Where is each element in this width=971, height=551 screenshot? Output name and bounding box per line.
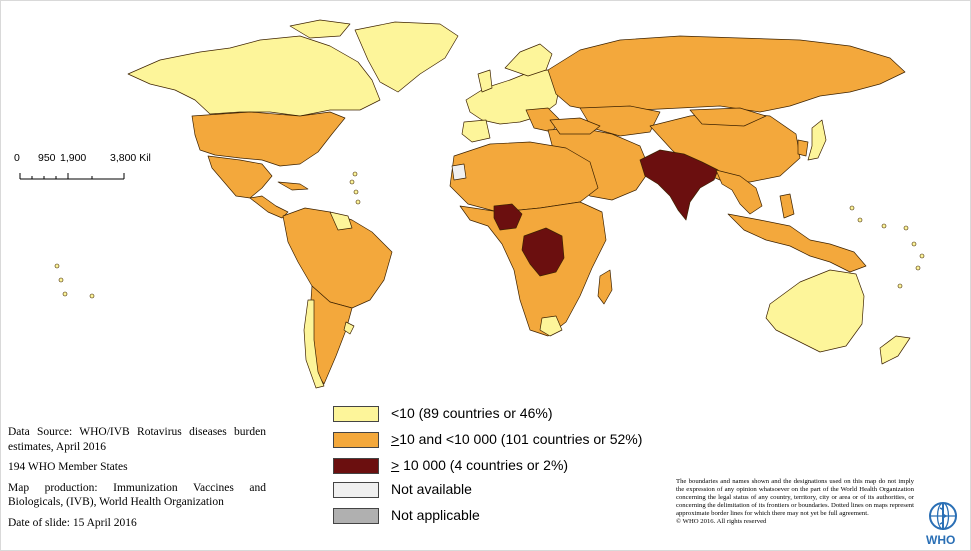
indonesia (727, 213, 867, 273)
member-states-text: 194 WHO Member States (8, 461, 128, 473)
legend-label-not-applicable: Not applicable (391, 507, 480, 523)
southeast-asia (715, 169, 763, 215)
nigeria (493, 203, 523, 231)
world-map (54, 19, 925, 389)
scale-label-1900: 1,900 (60, 152, 87, 164)
central-america (249, 195, 289, 219)
mongolia (689, 107, 767, 127)
scale-bar-ticks (19, 173, 125, 180)
disclaimer-text: The boundaries and names shown and the d… (676, 478, 914, 518)
copyright-text: © WHO 2016. All rights reserved (676, 518, 767, 526)
southern-africa (539, 315, 563, 337)
data-source-text: Data Source: WHO/IVB Rotavirus diseases … (8, 426, 266, 453)
cuba (277, 181, 309, 191)
scale-label-950: 950 (38, 152, 56, 164)
legend-swatch-not-available (333, 482, 379, 498)
turkey-caucasus (549, 117, 601, 135)
north-africa (449, 141, 599, 213)
philippines (779, 193, 795, 219)
greenland (354, 21, 459, 93)
west-central-africa (459, 201, 607, 337)
uruguay (343, 321, 355, 335)
legend-swatch-high (333, 458, 379, 474)
map-info: Data Source: WHO/IVB Rotavirus diseases … (8, 425, 266, 536)
scale-label-0: 0 (14, 152, 20, 164)
legend-swatch-not-applicable (333, 508, 379, 524)
chile (303, 299, 325, 389)
russia (547, 35, 906, 113)
japan (807, 119, 827, 161)
korea (797, 139, 809, 157)
guyana-region (329, 211, 353, 231)
western-sahara (451, 163, 467, 181)
legend-label-mid: >10 and <10 000 (101 countries or 52%) (391, 431, 643, 447)
scale-bar: 0 950 1,900 3,800 Kil (14, 152, 174, 188)
mexico (207, 155, 273, 199)
map-production-text: Map production: Immunization Vaccines an… (8, 481, 266, 509)
slide-date-text: Date of slide: 15 April 2016 (8, 516, 137, 529)
australia (765, 269, 865, 353)
new-zealand (879, 335, 911, 365)
legend-label-not-available: Not available (391, 481, 472, 497)
legend-label-low: <10 (89 countries or 46%) (391, 405, 553, 421)
legend-swatch-mid (333, 432, 379, 448)
usa (191, 111, 346, 167)
india (639, 149, 719, 221)
dr-congo (521, 227, 565, 277)
who-emblem-icon (929, 502, 957, 530)
scandinavia (504, 43, 553, 77)
legend-label-high: > 10 000 (4 countries or 2%) (391, 457, 569, 473)
uk (477, 69, 493, 93)
scale-label-3800: 3,800 Kil (110, 152, 151, 164)
disclaimer: The boundaries and names shown and the d… (676, 478, 914, 527)
who-logo-text: WHO (926, 533, 956, 547)
legend-swatch-low (333, 406, 379, 422)
alaska-canada (127, 35, 381, 117)
madagascar (597, 269, 613, 305)
iberia (461, 119, 491, 143)
canadian-islands (289, 19, 351, 39)
